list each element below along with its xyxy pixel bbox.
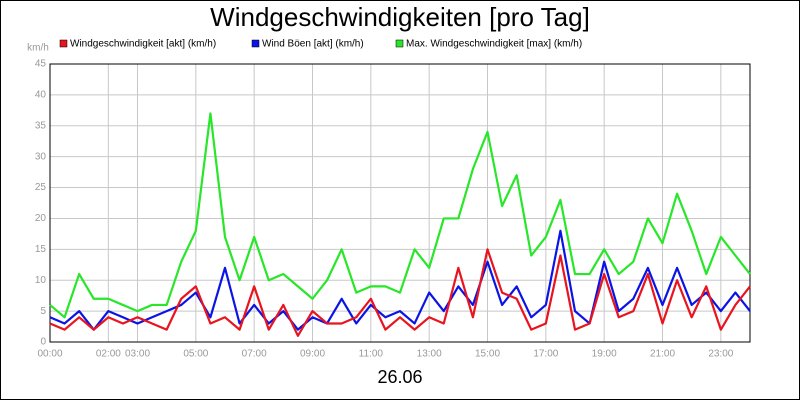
x-tick-label: 00:00 — [37, 349, 62, 360]
series-line — [49, 229, 751, 331]
y-tick-label: 40 — [35, 90, 47, 101]
x-tick-label: 19:00 — [592, 349, 617, 360]
y-tick-label: 20 — [35, 213, 47, 224]
x-tick-label: 11:00 — [359, 349, 384, 360]
plot-area — [50, 64, 750, 342]
x-tick-label: 09:00 — [300, 349, 325, 360]
x-tick-label: 17:00 — [533, 349, 558, 360]
x-tick-label: 03:00 — [125, 349, 150, 360]
y-tick-label: 10 — [35, 275, 47, 286]
plot-border — [49, 63, 751, 343]
x-tick-label: 02:00 — [96, 349, 121, 360]
x-tick-label: 05:00 — [183, 349, 208, 360]
legend-label: Windgeschwindigkeit [akt] (km/h) — [70, 39, 216, 50]
y-tick-label: 15 — [35, 244, 47, 255]
x-tick-label: 15:00 — [475, 349, 500, 360]
y-tick-label: 5 — [40, 306, 46, 317]
x-tick-label: 21:00 — [650, 349, 675, 360]
legend-swatch — [251, 39, 260, 48]
y-unit: km/h — [27, 43, 49, 54]
y-tick-label: 25 — [35, 182, 47, 193]
x-tick-label: 07:00 — [242, 349, 267, 360]
x-tick-label: 13:00 — [417, 349, 442, 360]
x-caption: 26.06 — [377, 367, 422, 387]
series-line — [49, 248, 751, 337]
legend-swatch — [395, 39, 404, 48]
y-tick-label: 0 — [40, 337, 46, 348]
y-tick-label: 35 — [35, 120, 47, 131]
legend-label: Wind Böen [akt] (km/h) — [262, 39, 364, 50]
chart-title: Windgeschwindigkeiten [pro Tag] — [210, 2, 590, 32]
y-tick-label: 45 — [35, 59, 47, 70]
legend-label: Max. Windgeschwindigkeit [max] (km/h) — [406, 39, 582, 50]
legend-swatch — [59, 39, 68, 48]
y-tick-label: 30 — [35, 151, 47, 162]
x-tick-label: 23:00 — [708, 349, 733, 360]
series-line — [49, 112, 751, 319]
